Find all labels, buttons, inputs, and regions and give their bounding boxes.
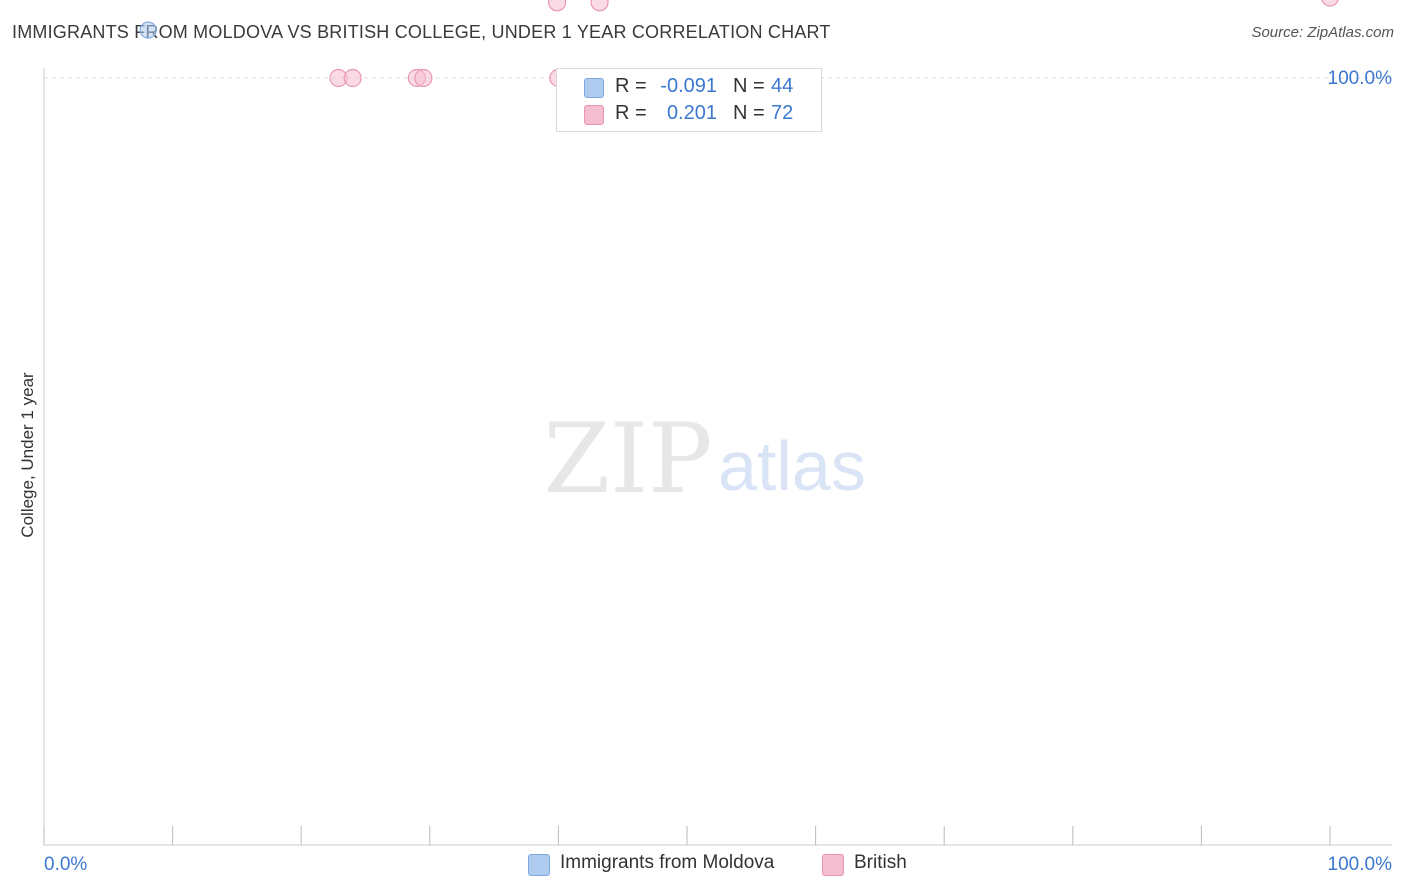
legend-r-label: R = — [615, 102, 647, 124]
legend-item-moldova: Immigrants from Moldova — [528, 851, 808, 877]
legend-r-value: -0.091 — [660, 75, 717, 97]
point-british — [343, 68, 362, 88]
legend-swatch-british — [584, 105, 604, 125]
grid-lines — [44, 77, 1392, 79]
legend-r-value: 0.201 — [666, 102, 717, 124]
legend-r-label: R = — [615, 75, 647, 97]
y-axis-label: College, Under 1 year — [18, 372, 37, 538]
point-british — [414, 68, 433, 88]
legend-swatch-british — [822, 854, 844, 876]
tick-labels: 40.0%60.0%80.0%100.0%0.0%100.0% — [44, 68, 1393, 875]
x-tick-label-max: 100.0% — [1328, 854, 1393, 875]
watermark-zip: ZIP — [543, 403, 712, 515]
watermark-atlas: atlas — [718, 427, 866, 505]
point-moldova — [139, 21, 157, 39]
point-british — [1321, 0, 1339, 7]
legend-n-label: N = — [733, 75, 765, 97]
legend-label-british: British — [854, 852, 907, 873]
legend-swatch-moldova — [584, 78, 604, 98]
watermark: ZIP atlas — [543, 403, 865, 515]
legend-swatch-moldova — [528, 854, 550, 876]
x-tick-label-min: 0.0% — [44, 854, 87, 875]
legend-label-moldova: Immigrants from Moldova — [560, 852, 775, 873]
y-tick-label: 100.0% — [1328, 68, 1393, 89]
legend-item-british: British — [822, 851, 942, 877]
point-british — [590, 0, 609, 12]
point-british — [548, 0, 567, 12]
series-moldova-points — [139, 21, 157, 39]
chart-title: IMMIGRANTS FROM MOLDOVA VS BRITISH COLLE… — [12, 22, 831, 42]
legend-n-value: 44 — [771, 75, 794, 97]
legend-row-moldova: R = -0.091 N = 44 — [557, 73, 821, 101]
axes — [43, 68, 1392, 846]
legend-n-value: 72 — [771, 102, 794, 124]
legend-n-label: N = — [733, 102, 765, 124]
source-note: Source: ZipAtlas.com — [1251, 24, 1394, 41]
stats-legend: R = -0.091 N = 44 R = 0.201 N = 72 — [556, 68, 822, 132]
legend-row-british: R = 0.201 N = 72 — [557, 100, 821, 128]
